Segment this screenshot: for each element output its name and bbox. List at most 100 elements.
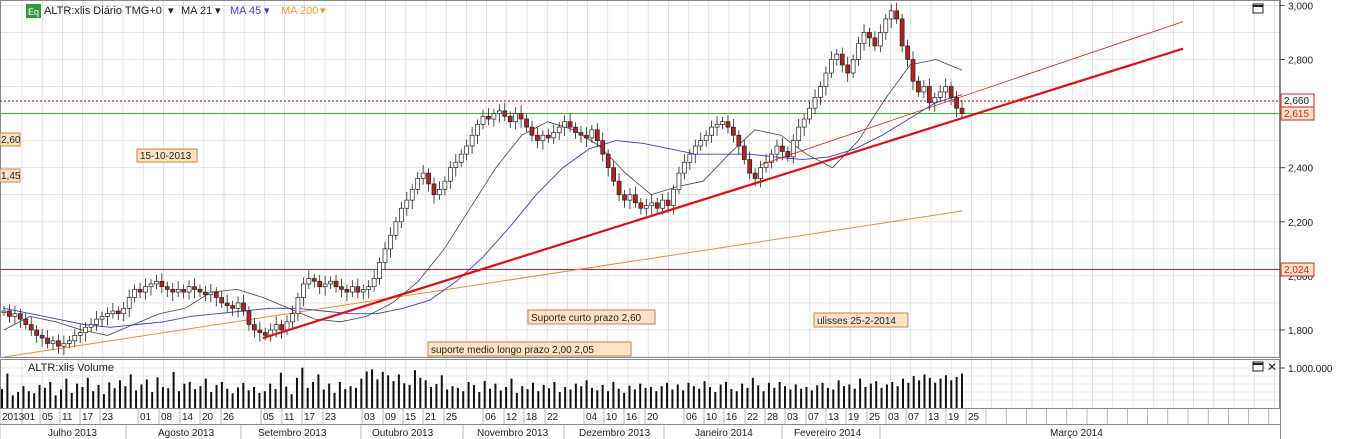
medium-long-support-text: suporte medio longo prazo 2,00 2,05 — [431, 345, 594, 356]
left-value-2-text: 1,45 — [1, 171, 21, 182]
volume-bar — [918, 380, 921, 408]
candle-up — [703, 134, 709, 141]
volume-bar — [204, 378, 207, 408]
volume-bar — [349, 386, 352, 408]
volume-bar — [151, 392, 154, 408]
candle-up — [273, 324, 279, 331]
candle-down — [333, 280, 339, 288]
candle-up — [513, 113, 519, 123]
x-day-label: 21 — [425, 412, 437, 423]
candle-down — [780, 145, 785, 152]
candle-up — [812, 97, 818, 109]
candle-down — [159, 280, 165, 288]
price-maximize-button[interactable] — [1252, 3, 1264, 14]
candle-down — [426, 172, 431, 185]
marker-label-2024: 2,024 — [1280, 262, 1315, 277]
candle-down — [252, 324, 257, 331]
symbol-badge[interactable] — [26, 4, 41, 18]
volume-bar — [263, 391, 266, 408]
ma200-dropdown-icon[interactable]: ▾ — [320, 5, 326, 17]
candle-up — [796, 126, 802, 141]
candle-up — [77, 332, 83, 336]
candle-up — [12, 313, 18, 317]
candle-up — [671, 188, 676, 206]
volume-bar — [698, 388, 701, 408]
ma21-legend[interactable]: MA 21 — [181, 5, 212, 17]
volume-bar — [510, 378, 513, 408]
volume-bar — [912, 376, 915, 408]
candle-down — [638, 202, 644, 209]
candle-up — [807, 107, 812, 120]
volume-bar — [832, 389, 835, 408]
x-month-label: Outubro 2013 — [372, 428, 434, 439]
volume-bar — [531, 382, 534, 408]
ma200-legend[interactable]: MA 200 — [281, 5, 318, 17]
volume-bar — [371, 369, 374, 408]
candle-down — [611, 167, 616, 182]
x-day-label: 03 — [787, 412, 799, 423]
candle-up — [643, 205, 649, 209]
candle-up — [491, 113, 497, 120]
candle-down — [594, 129, 600, 141]
volume-bar — [923, 374, 926, 408]
candle-up — [186, 286, 192, 293]
volume-bar — [950, 380, 953, 408]
volume-bar — [810, 390, 813, 408]
x-month-label: Março 2014 — [1050, 428, 1103, 439]
candle-down — [665, 199, 671, 206]
x-day-label: 10 — [606, 412, 618, 423]
ma45-legend[interactable]: MA 45 — [230, 5, 261, 17]
x-day-label: 01 — [24, 412, 36, 423]
volume-close-icon[interactable]: ✕ — [1267, 360, 1277, 374]
candle-down — [246, 310, 252, 325]
volume-bar — [33, 393, 36, 408]
ma45-dropdown-icon[interactable]: ▾ — [264, 5, 270, 17]
symbol-dropdown-icon[interactable]: ▾ — [168, 5, 174, 17]
x-day-label: 22 — [747, 412, 759, 423]
short-support-annotation: Suporte curto prazo 2,60 — [527, 309, 656, 325]
volume-bar — [762, 391, 765, 408]
trend-lines — [262, 21, 1184, 340]
volume-bar — [145, 379, 148, 408]
x-day-label: 11 — [284, 412, 295, 423]
volume-bar — [692, 386, 695, 408]
volume-bar — [703, 381, 706, 408]
candle-down — [954, 97, 959, 109]
candle-down — [839, 53, 845, 66]
ma21-dropdown-icon[interactable]: ▾ — [215, 5, 221, 17]
volume-bar — [934, 382, 937, 408]
volume-bar — [580, 386, 583, 408]
candle-up — [442, 180, 448, 190]
candle-up — [469, 134, 475, 147]
volume-bar — [671, 389, 674, 408]
symbol-title[interactable]: ALTR:xlis Diário TMG+0 — [44, 5, 162, 17]
volume-bar — [118, 380, 121, 408]
candle-up — [447, 167, 453, 182]
volume-bar — [220, 381, 223, 408]
candle-down — [785, 151, 791, 158]
candle-up — [148, 283, 154, 288]
candle-down — [872, 37, 878, 47]
x-day-label: 25 — [869, 412, 881, 423]
x-day-label: 2013 — [2, 412, 25, 423]
volume-bar — [644, 387, 647, 408]
volume-bar — [542, 384, 545, 408]
x-day-label: 18 — [526, 412, 538, 423]
candle-up — [540, 134, 546, 141]
x-day-label: 07 — [908, 412, 920, 423]
y-tick-label: 2,000 — [1288, 272, 1313, 283]
volume-bar — [43, 387, 46, 408]
volume-bar — [38, 384, 41, 408]
volume-bar — [558, 392, 561, 408]
volume-maximize-button[interactable] — [1252, 361, 1264, 372]
candle-down — [115, 310, 121, 315]
volume-bar — [49, 381, 52, 408]
volume-bar — [848, 384, 851, 408]
candle-down — [959, 107, 965, 114]
x-month-label: Novembro 2013 — [477, 428, 549, 439]
candle-down — [34, 329, 40, 336]
volume-bar — [124, 386, 127, 408]
x-month-label: Janeiro 2014 — [695, 428, 753, 439]
x-day-label: 13 — [828, 412, 840, 423]
